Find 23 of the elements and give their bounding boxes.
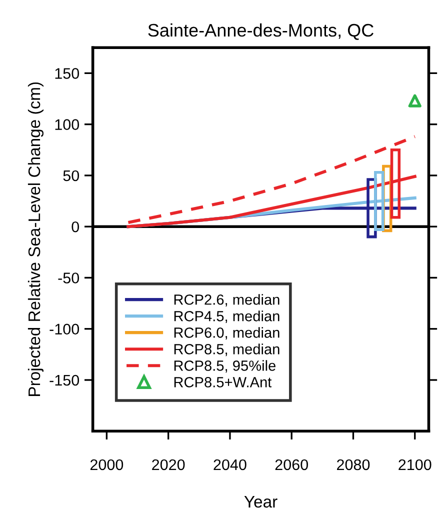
- legend-label: RCP2.6, median: [174, 294, 280, 307]
- x-axis-title: Year: [244, 496, 278, 508]
- x-tick-label: 2040: [214, 459, 246, 470]
- x-tick-label: 2060: [275, 459, 308, 470]
- y-tick-label: -150: [50, 374, 80, 386]
- line-series: [126, 135, 416, 224]
- x-tick-label: 2020: [152, 459, 185, 470]
- legend-label: RCP4.5, median: [174, 310, 280, 324]
- legend-label: RCP8.5, median: [174, 344, 280, 356]
- legend-label: RCP6.0, median: [174, 327, 280, 340]
- y-axis-title: Projected Relative Sea-Level Change (cm): [28, 82, 44, 396]
- y-tick-label: 50: [63, 170, 80, 182]
- x-tick-label: 2100: [398, 459, 432, 470]
- y-tick-label: 0: [72, 221, 80, 232]
- x-tick-label: 2000: [90, 459, 124, 470]
- x-tick-label: 2080: [337, 459, 370, 470]
- legend-label: RCP8.5+W.Ant: [174, 377, 272, 388]
- chart-title: Sainte-Anne-des-Monts, QC: [148, 23, 374, 40]
- y-tick-label: -100: [50, 324, 80, 335]
- y-tick-label: -50: [58, 272, 80, 284]
- y-tick-label: 100: [55, 119, 80, 130]
- legend-label: RCP8.5, 95%ile: [174, 360, 276, 373]
- y-tick-label: 150: [55, 68, 80, 79]
